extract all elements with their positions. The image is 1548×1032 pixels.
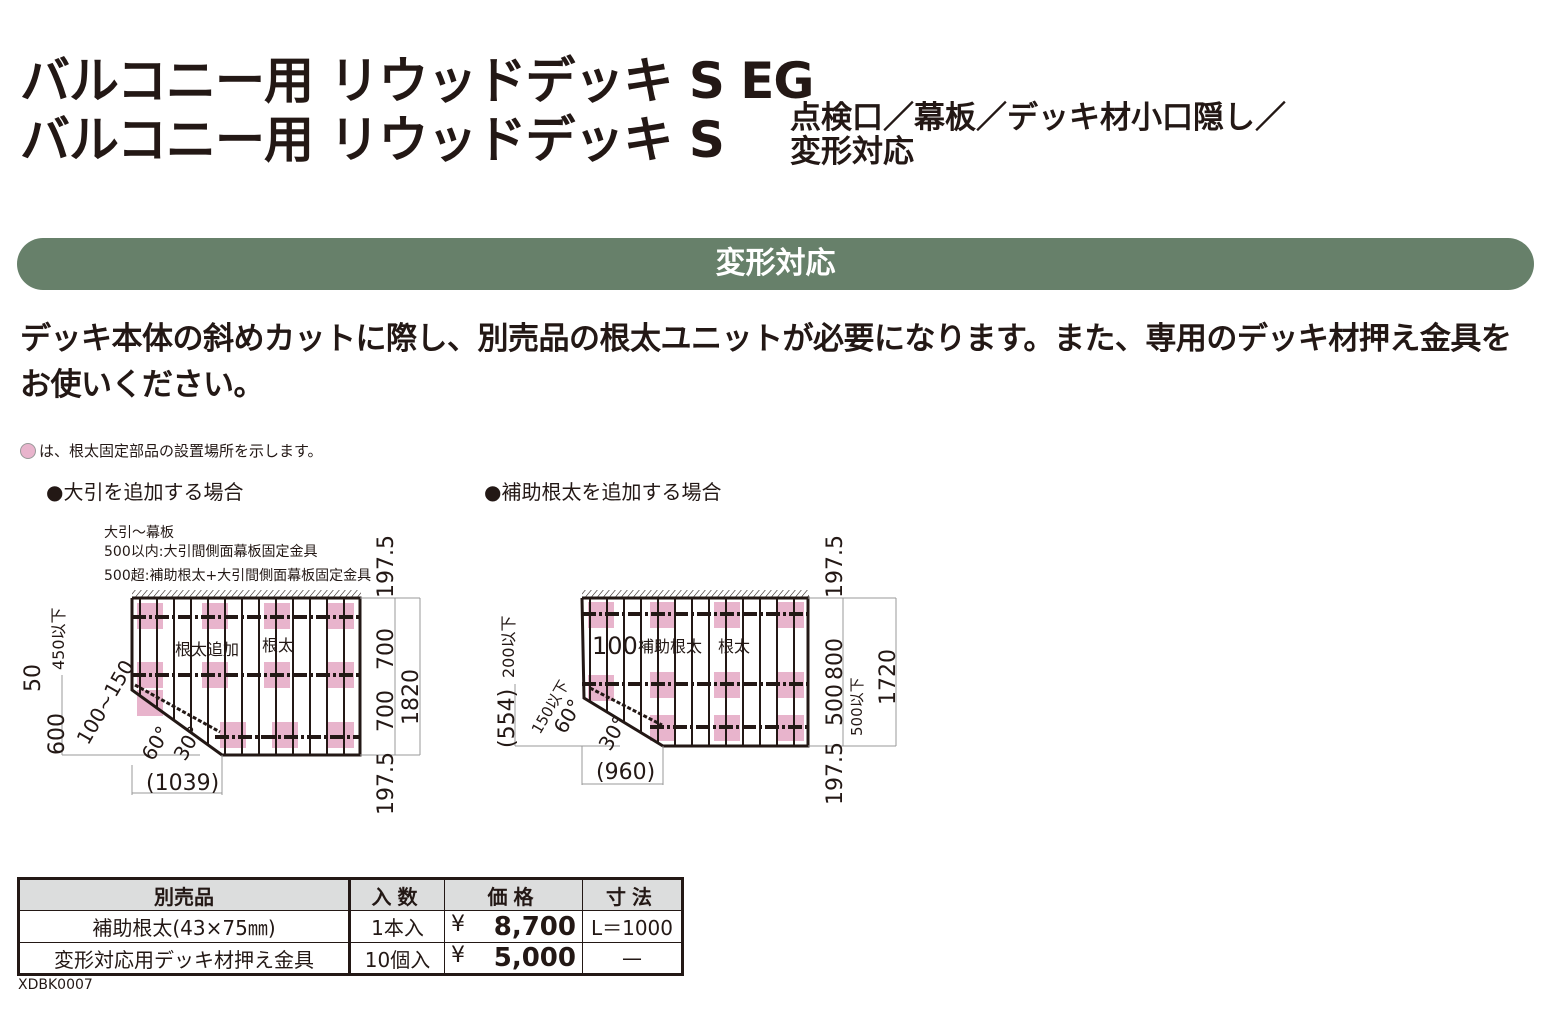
angle-30: 30° (594, 712, 633, 755)
title-line-1: バルコニー用 リウッドデッキ S EG (20, 52, 814, 110)
note-1: 大引～幕板 (104, 525, 174, 541)
dim-left-max: 450以下 (49, 607, 68, 670)
dim-top: 197.5 (374, 535, 399, 598)
item-name: 変形対応用デッキ材押え金具 (18, 942, 350, 975)
dim-mid1: 700 (374, 628, 399, 670)
deck-frame (580, 596, 810, 748)
dim-mid2-note: 500以下 (848, 677, 866, 736)
dim-bottom: 197.5 (823, 742, 848, 805)
yen-symbol: ¥ (451, 943, 465, 968)
added-joist (134, 683, 221, 734)
table-header: 別売品 入数 価格 寸法 (18, 878, 683, 911)
section-banner: 変形対応 (17, 238, 1534, 290)
dim-100: 100 (592, 632, 638, 660)
item-name: 補助根太(43×75㎜) (18, 910, 350, 943)
table-row: 変形対応用デッキ材押え金具 10個入 ¥5,000 — (18, 942, 683, 975)
item-size: — (582, 942, 683, 975)
col-qty: 入数 (348, 878, 445, 911)
angle-60: 60° (137, 722, 176, 765)
dim-total: 1820 (399, 669, 424, 725)
dim-50: 50 (21, 664, 46, 692)
item-qty: 10個入 (348, 942, 445, 975)
note-2: 500以内:大引間側面幕板固定金具 (104, 544, 317, 560)
subtitle-line-2: 変形対応 (790, 134, 914, 170)
legend-text: は、根太固定部品の設置場所を示します。 (39, 442, 323, 460)
subtitle-line-1: 点検口／幕板／デッキ材小口隠し／ (790, 100, 1286, 136)
title-line-2: バルコニー用 リウッドデッキ S (20, 111, 725, 169)
description: デッキ本体の斜めカットに際し、別売品の根太ユニットが必要になります。また、専用の… (20, 321, 1512, 403)
dim-total: 1720 (876, 649, 901, 705)
dim-top: 197.5 (823, 535, 848, 598)
label-aux-joist: 補助根太 (638, 637, 702, 656)
table-row: 補助根太(43×75㎜) 1本入 ¥8,700 L＝1000 (18, 910, 683, 943)
left-deck-diagram: 大引～幕板 500以内:大引間側面幕板固定金具 500超:補助根太+大引間側面幕… (21, 525, 424, 815)
wall-hatch (132, 590, 361, 598)
pink-marker-icon (20, 442, 36, 459)
legend-note: は、根太固定部品の設置場所を示します。 (20, 440, 323, 461)
dim-width: (1039) (146, 771, 219, 796)
product-code: XDBK0007 (18, 977, 93, 993)
angle-30: 30° (169, 722, 208, 765)
right-deck-diagram: 100 補助根太 根太 197.5 800 500 500以下 1720 197… (495, 535, 901, 805)
note-3: 500超:補助根太+大引間側面幕板固定金具 (104, 568, 371, 584)
col-item: 別売品 (18, 878, 350, 911)
accessory-table: 別売品 入数 価格 寸法 補助根太(43×75㎜) 1本入 ¥8,700 L＝1… (17, 877, 684, 976)
label-joist-add: 根太追加 (175, 640, 239, 659)
dim-bottom: 197.5 (374, 752, 399, 815)
aux-joist (589, 686, 663, 727)
label-joist: 根太 (262, 636, 294, 655)
item-qty: 1本入 (348, 910, 445, 943)
right-diagram-heading: ●補助根太を追加する場合 (484, 480, 722, 504)
dim-width: (960) (596, 760, 655, 785)
dim-mid2: 700 (374, 690, 399, 732)
left-diagram-heading: ●大引を追加する場合 (46, 480, 244, 504)
dim-range: 100~150 (72, 656, 139, 749)
dim-mid1: 800 (823, 638, 848, 680)
item-price: ¥5,000 (444, 942, 583, 975)
dim-left-max: 200以下 (499, 615, 518, 678)
dim-600: 600 (45, 713, 70, 755)
item-price: ¥8,700 (444, 910, 583, 943)
wall-hatch (582, 590, 809, 598)
col-price: 価格 (444, 878, 583, 911)
item-size: L＝1000 (582, 910, 683, 943)
dim-mid2: 500 (823, 684, 848, 726)
col-size: 寸法 (582, 878, 683, 911)
yen-symbol: ¥ (451, 911, 465, 937)
dim-554: (554) (495, 689, 520, 748)
label-joist: 根太 (718, 637, 750, 656)
